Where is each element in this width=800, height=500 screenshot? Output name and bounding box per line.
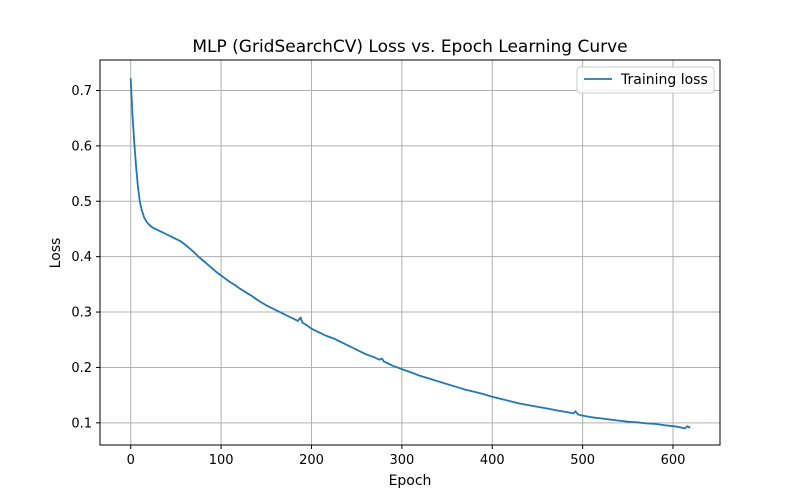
x-tick-label: 300 (389, 453, 414, 468)
y-tick-label: 0.6 (71, 139, 92, 154)
chart-title: MLP (GridSearchCV) Loss vs. Epoch Learni… (192, 37, 627, 57)
y-tick-label: 0.3 (71, 306, 92, 321)
y-tick-label: 0.2 (71, 361, 92, 376)
x-tick-label: 400 (480, 453, 505, 468)
y-tick-label: 0.4 (71, 250, 92, 265)
series-layer (129, 78, 691, 430)
y-axis-label: Loss (48, 238, 64, 269)
x-tick-label: 0 (127, 453, 135, 468)
x-tick-label: 500 (570, 453, 595, 468)
legend-box (576, 66, 715, 94)
x-tick-label: 100 (209, 453, 234, 468)
y-tick-label: 0.5 (71, 195, 92, 210)
series-line-training-loss (129, 78, 691, 430)
plot-frame (99, 59, 721, 446)
y-axis-ticks: 0.1 0.2 0.3 0.4 0.5 0.6 0.7 (71, 84, 100, 431)
legend: Training loss (576, 66, 715, 94)
x-axis-label: Epoch (389, 473, 432, 489)
x-tick-label: 200 (299, 453, 324, 468)
x-tick-label: 600 (661, 453, 686, 468)
y-tick-label: 0.1 (71, 416, 92, 431)
legend-label-training-loss: Training loss (620, 72, 708, 88)
y-tick-label: 0.7 (71, 84, 92, 99)
x-axis-ticks: 0 100 200 300 400 500 600 (127, 445, 686, 468)
